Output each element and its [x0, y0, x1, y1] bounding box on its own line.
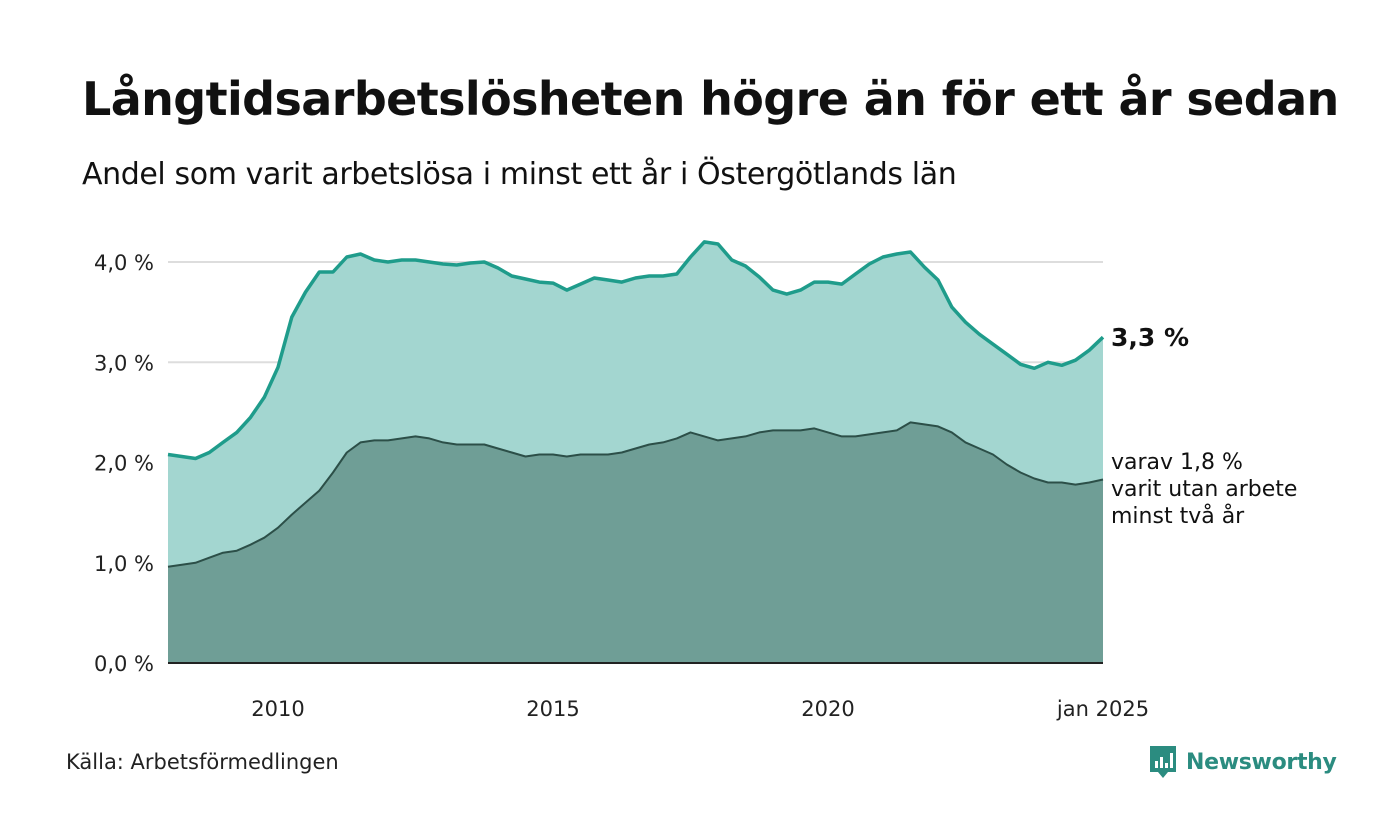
lower-end-label-line: varit utan arbete: [1111, 477, 1297, 502]
y-tick-label: 4,0 %: [94, 251, 154, 275]
x-tick-label: 2020: [801, 697, 854, 721]
y-tick-label: 1,0 %: [94, 552, 154, 576]
source-note: Källa: Arbetsförmedlingen: [66, 750, 339, 774]
x-tick-label: 2015: [526, 697, 579, 721]
chart-subtitle: Andel som varit arbetslösa i minst ett å…: [82, 157, 957, 192]
y-tick-label: 0,0 %: [94, 652, 154, 676]
upper-end-label: 3,3 %: [1111, 323, 1189, 352]
lower-end-label-line: minst två år: [1111, 503, 1245, 529]
lower-end-label-line: varav 1,8 %: [1111, 450, 1243, 475]
y-tick-label: 2,0 %: [94, 452, 154, 476]
lower-series-area: [168, 422, 1103, 663]
x-tick-label: 2010: [251, 697, 304, 721]
lower-series-line: [167, 421, 1104, 568]
chart-title: Långtidsarbetslösheten högre än för ett …: [82, 72, 1339, 126]
brand-logo: Newsworthy: [1148, 744, 1337, 780]
y-tick-label: 3,0 %: [94, 351, 154, 375]
upper-series-line: [167, 240, 1105, 461]
brand-name: Newsworthy: [1186, 749, 1337, 775]
y-axis-ticks: 0,0 % 1,0 % 2,0 % 3,0 % 4,0 %: [94, 251, 154, 676]
x-axis-ticks: 2010 2015 2020 jan 2025: [251, 697, 1149, 721]
x-tick-label: jan 2025: [1056, 697, 1149, 721]
newsworthy-logo-icon: [1150, 746, 1176, 778]
